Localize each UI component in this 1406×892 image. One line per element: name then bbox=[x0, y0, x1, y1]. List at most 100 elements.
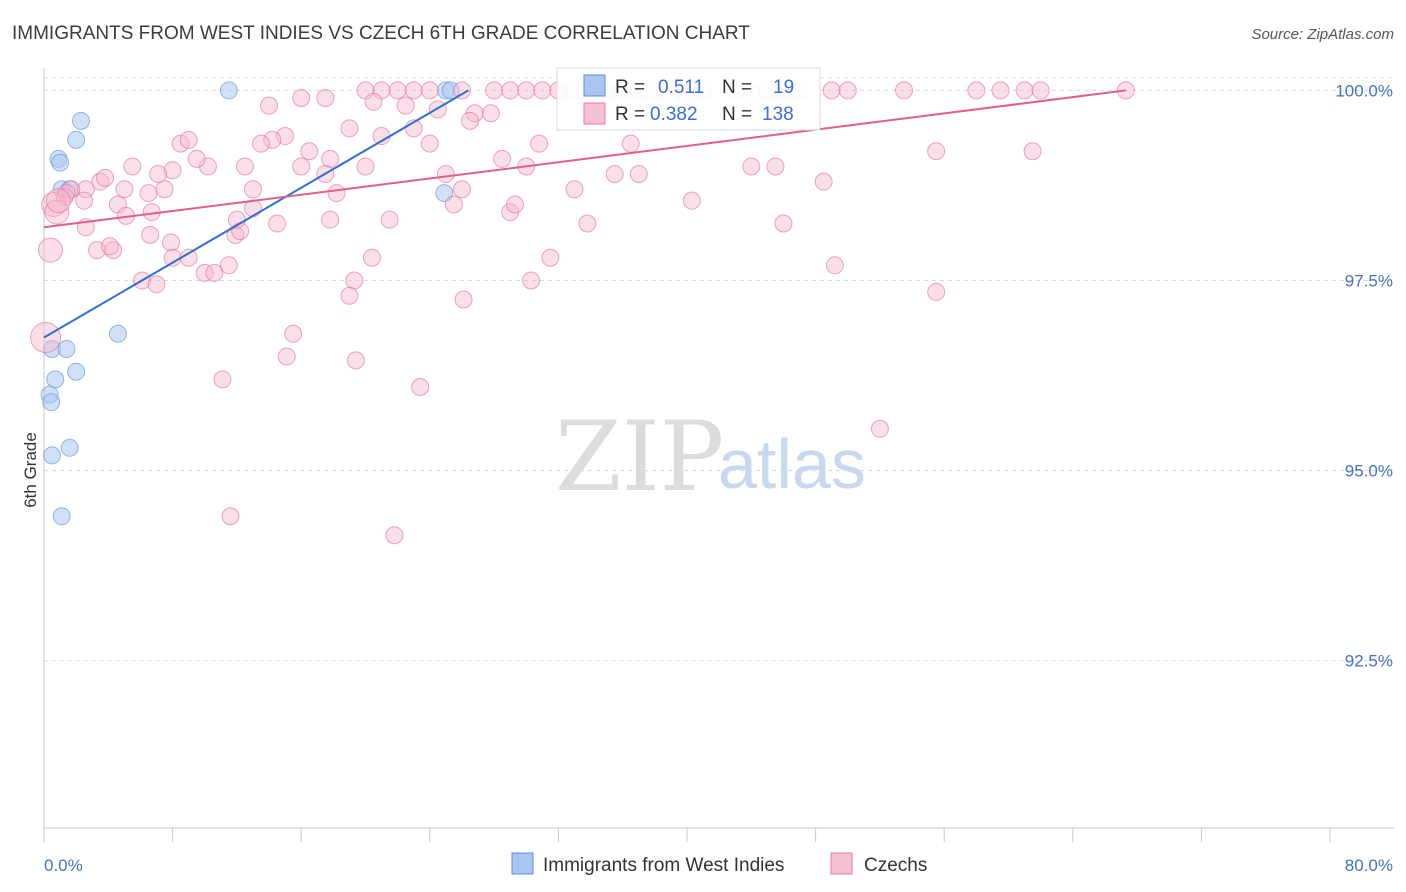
czech-point bbox=[825, 256, 844, 275]
czech-point bbox=[321, 210, 340, 229]
czech-point bbox=[822, 81, 841, 100]
czech-point bbox=[161, 233, 180, 252]
czech-point bbox=[213, 370, 232, 389]
czech-point bbox=[76, 180, 95, 199]
legend-r-label-1: R = bbox=[615, 104, 645, 125]
y-tick-label: 95.0% bbox=[1345, 462, 1393, 481]
legend-r-label-0: R = bbox=[615, 77, 645, 98]
czech-point bbox=[346, 351, 365, 370]
czech-point bbox=[327, 184, 346, 203]
czech-point bbox=[481, 104, 500, 123]
czech-point bbox=[927, 282, 946, 301]
west-indies-point bbox=[219, 81, 238, 100]
czech-point bbox=[284, 324, 303, 343]
czech-point bbox=[205, 263, 224, 282]
bottom-legend-swatch-west-indies bbox=[511, 852, 534, 875]
legend-n-label-1: N = bbox=[722, 104, 752, 125]
czech-point bbox=[742, 157, 761, 176]
y-tick-label: 100.0% bbox=[1335, 81, 1393, 100]
legend-swatch-west-indies bbox=[583, 74, 606, 97]
czech-point bbox=[444, 195, 463, 214]
czech-point bbox=[428, 100, 447, 119]
bottom-legend-swatch-czechs bbox=[830, 852, 853, 875]
czech-point bbox=[277, 347, 296, 366]
czech-point bbox=[260, 96, 279, 115]
west-indies-trend-line bbox=[43, 89, 469, 339]
czech-trend-line bbox=[43, 89, 1126, 229]
czech-point bbox=[411, 377, 430, 396]
x-tick-label-min: 0.0% bbox=[44, 856, 83, 875]
czech-point bbox=[870, 419, 889, 438]
czech-point bbox=[340, 119, 359, 138]
bottom-legend-czechs: Czechs bbox=[864, 855, 927, 876]
czech-point bbox=[766, 157, 785, 176]
czech-point bbox=[460, 111, 479, 130]
west-indies-point bbox=[67, 362, 86, 381]
trend-lines bbox=[43, 89, 1126, 339]
bottom-legend: Immigrants from West Indies Czechs bbox=[511, 852, 927, 876]
czech-point bbox=[396, 96, 415, 115]
stats-legend: R = 0.511 N = 19 R = 0.382 N = 138 bbox=[556, 67, 821, 131]
czech-point bbox=[420, 134, 439, 153]
west-indies-point bbox=[108, 324, 127, 343]
czech-point bbox=[292, 89, 311, 108]
czech-point bbox=[388, 81, 407, 100]
czech-point bbox=[436, 165, 455, 184]
czech-point bbox=[123, 157, 142, 176]
czech-point bbox=[565, 180, 584, 199]
west-indies-point bbox=[51, 153, 70, 172]
czech-point bbox=[501, 81, 520, 100]
y-tick-label: 97.5% bbox=[1345, 272, 1393, 291]
legend-r-value-1: 0.382 bbox=[650, 104, 698, 125]
czech-point bbox=[139, 184, 158, 203]
czech-point bbox=[195, 263, 214, 282]
czech-point bbox=[45, 188, 71, 214]
czech-point bbox=[517, 81, 536, 100]
czech-point bbox=[147, 275, 166, 294]
legend-swatch-czechs bbox=[583, 102, 606, 125]
legend-n-value-1: 138 bbox=[762, 104, 794, 125]
czech-point bbox=[115, 180, 134, 199]
czech-point bbox=[219, 256, 238, 275]
y-tick-labels: 92.5% 95.0% 97.5% 100.0% bbox=[1335, 81, 1393, 670]
czech-point bbox=[155, 180, 174, 199]
west-indies-point bbox=[57, 339, 76, 358]
czech-point bbox=[292, 157, 311, 176]
czech-point bbox=[838, 81, 857, 100]
czech-point bbox=[493, 149, 512, 168]
czech-point bbox=[541, 248, 560, 267]
czech-point bbox=[927, 142, 946, 161]
czech-point bbox=[263, 130, 282, 149]
czech-point bbox=[316, 89, 335, 108]
czech-point bbox=[356, 157, 375, 176]
czech-point bbox=[895, 81, 914, 100]
czech-point bbox=[340, 286, 359, 305]
watermark-zip: ZIP bbox=[555, 401, 724, 513]
czech-point bbox=[578, 214, 597, 233]
chart-source: Source: ZipAtlas.com bbox=[1251, 26, 1394, 43]
czech-point bbox=[505, 195, 524, 214]
czech-point bbox=[300, 142, 319, 161]
west-indies-point bbox=[52, 507, 71, 526]
west-indies-point bbox=[46, 370, 65, 389]
czech-point bbox=[522, 271, 541, 290]
west-indies-point bbox=[43, 446, 62, 465]
czech-point bbox=[621, 134, 640, 153]
czech-point bbox=[149, 165, 168, 184]
czech-point bbox=[96, 168, 115, 187]
czech-point bbox=[454, 290, 473, 309]
czech-point bbox=[380, 210, 399, 229]
czech-point bbox=[485, 81, 504, 100]
czech-point bbox=[235, 157, 254, 176]
legend-r-value-0: 0.511 bbox=[658, 77, 704, 98]
czech-point bbox=[452, 81, 471, 100]
czech-point bbox=[187, 149, 206, 168]
czech-point bbox=[179, 130, 198, 149]
czech-point bbox=[75, 191, 94, 210]
west-indies-point bbox=[71, 111, 90, 130]
watermark: ZIP atlas bbox=[555, 401, 866, 513]
west-indies-point bbox=[67, 130, 86, 149]
czech-point bbox=[967, 81, 986, 100]
czech-point bbox=[1015, 81, 1034, 100]
